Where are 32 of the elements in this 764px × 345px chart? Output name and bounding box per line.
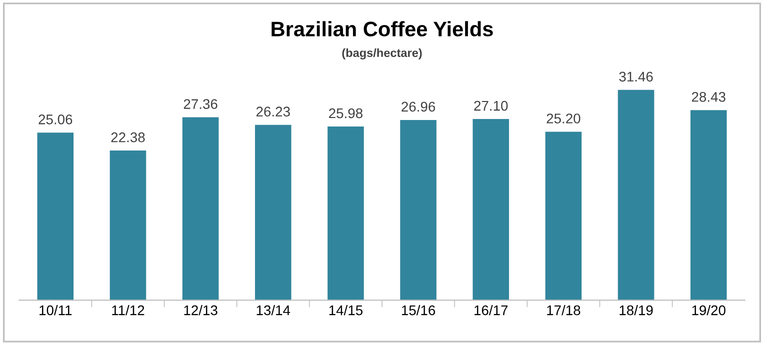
bar <box>545 132 582 300</box>
chart-subtitle: (bags/hectare) <box>342 48 422 60</box>
data-label: 27.10 <box>474 100 508 111</box>
x-tick-label: 17/18 <box>547 305 580 316</box>
data-label: 25.06 <box>38 114 72 124</box>
data-label: 31.46 <box>619 72 653 82</box>
bar <box>400 120 436 300</box>
bar <box>37 132 74 300</box>
chart-title: Brazilian Coffee Yields <box>272 21 493 36</box>
x-tick-label: 14/15 <box>329 305 363 316</box>
bar <box>254 124 292 300</box>
bar <box>690 110 727 300</box>
data-label: 26.96 <box>402 102 436 112</box>
x-tick-label: 13/14 <box>256 305 290 316</box>
x-tick-label: 10/11 <box>40 305 72 316</box>
data-label: 25.98 <box>329 108 362 118</box>
data-label: 25.20 <box>546 114 580 124</box>
x-tick-label: 12/13 <box>184 305 218 316</box>
data-label: 28.43 <box>692 92 726 102</box>
bar <box>472 119 510 300</box>
x-tick-label: 19/20 <box>692 305 726 316</box>
x-tick-label: 15/16 <box>402 305 436 316</box>
x-tick-label: 11/12 <box>112 305 144 316</box>
x-tick-label: 18/19 <box>620 305 653 316</box>
bar <box>618 90 654 300</box>
bar <box>328 126 364 300</box>
data-label: 22.38 <box>111 132 145 142</box>
bar <box>110 150 146 300</box>
data-label: 26.23 <box>256 106 290 117</box>
x-tick-label: 16/17 <box>474 305 508 316</box>
data-label: 27.36 <box>184 99 218 109</box>
bar <box>182 117 219 300</box>
